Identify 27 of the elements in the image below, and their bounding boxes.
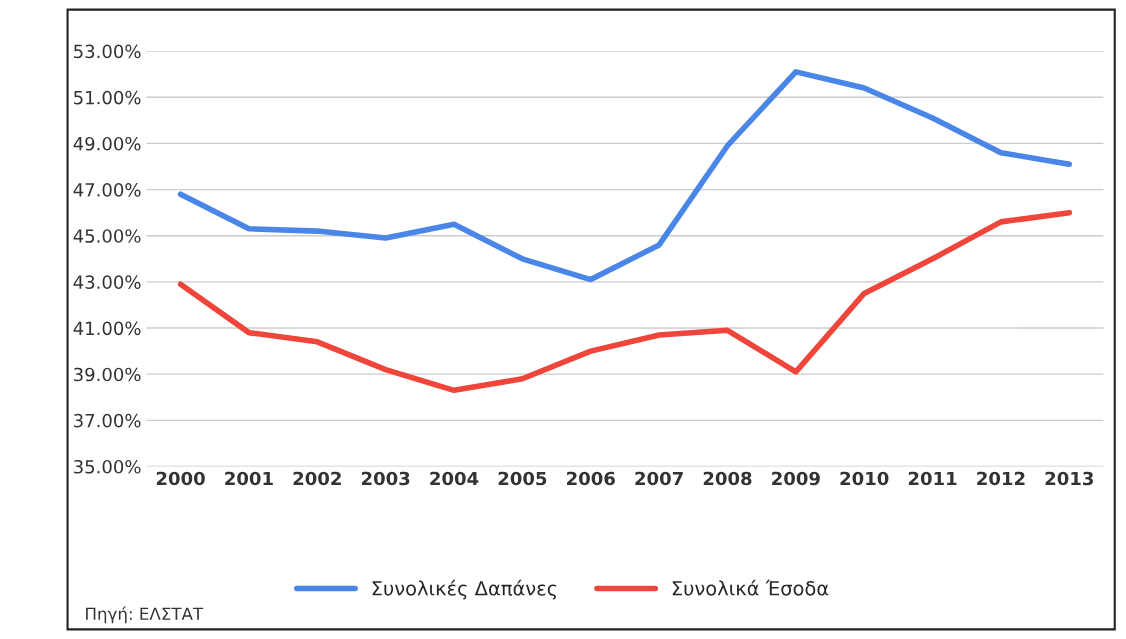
y-tick-label: 43.00% [73, 275, 141, 289]
y-tick-label: 49.00% [73, 136, 141, 151]
legend-label: Συνολικές Δαπάνες [372, 579, 557, 600]
x-tick-label: 2000 [156, 471, 205, 486]
y-tick-label: 47.00% [73, 183, 141, 197]
x-tick-label: 2005 [498, 471, 547, 486]
x-tick-label: 2010 [840, 471, 889, 486]
y-tick-label: 39.00% [74, 367, 141, 382]
x-tick-label: 2001 [225, 471, 273, 486]
x-tick-label: 2011 [908, 471, 957, 486]
x-tick-label: 2002 [293, 471, 341, 486]
x-tick-label: 2008 [703, 471, 752, 486]
x-tick-label: 2006 [567, 471, 615, 486]
x-tick-label: 2012 [977, 471, 1025, 486]
text: Πηγή: ΕΛΣΤΑΤ [86, 606, 204, 624]
y-tick-label: 35.00% [74, 459, 141, 474]
y-tick-label: 53.00% [74, 44, 141, 59]
y-tick-label: 41.00% [73, 321, 141, 336]
x-tick-label: 2003 [361, 471, 410, 486]
x-tick-label: 2004 [430, 471, 479, 486]
y-tick-label: 37.00% [74, 413, 141, 428]
y-tick-label: 51.00% [74, 90, 141, 105]
legend-label: Συνολικά Έσοδα [672, 579, 829, 596]
y-tick-label: 45.00% [73, 229, 141, 243]
x-tick-label: 2013 [1045, 471, 1093, 486]
x-tick-label: 2007 [635, 471, 683, 486]
x-tick-label: 2009 [772, 471, 820, 486]
